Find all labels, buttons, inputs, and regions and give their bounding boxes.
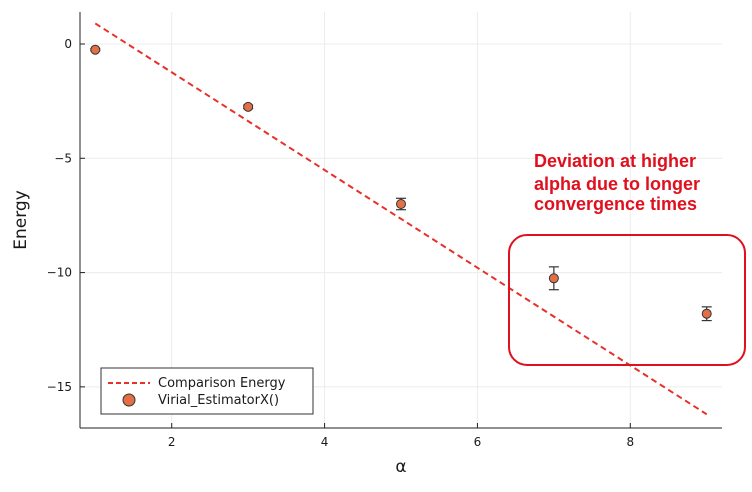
legend-box [100, 367, 314, 415]
series-comparison-energy [94, 22, 708, 416]
legend: Comparison Energy Virial_EstimatorX() [100, 367, 314, 415]
x-tick-label: 6 [474, 435, 482, 449]
grid [80, 12, 722, 428]
axes [79, 12, 722, 429]
annotation: Deviation at higher alpha due to longer … [508, 151, 746, 366]
annotation-line-3: convergence times [534, 194, 697, 214]
data-point [243, 101, 254, 112]
annotation-line-2: alpha due to longer [534, 174, 700, 194]
data-point [90, 44, 101, 55]
x-tick-label: 4 [321, 435, 329, 449]
y-tick-label: −15 [47, 380, 72, 394]
legend-label-virial-estimator: Virial_EstimatorX() [158, 393, 279, 408]
annotation-line-1: Deviation at higher [534, 151, 696, 171]
annotation-box [508, 234, 746, 366]
legend-label-comparison-energy: Comparison Energy [158, 376, 286, 391]
x-axis-title: α [395, 457, 406, 477]
y-ticks: 0 −5 −10 −15 [47, 37, 85, 394]
comparison-energy-line [94, 22, 708, 416]
x-tick-label: 8 [626, 435, 634, 449]
data-point [396, 199, 406, 209]
x-tick-label: 2 [168, 435, 176, 449]
series-virial-estimator [90, 44, 712, 322]
y-axis-title: Energy [11, 190, 31, 250]
y-tick-label: 0 [64, 37, 72, 51]
data-point [548, 273, 559, 284]
data-point [701, 308, 712, 319]
y-tick-label: −5 [54, 151, 72, 165]
x-ticks: 2 4 6 8 [168, 423, 634, 449]
y-tick-label: −10 [47, 266, 72, 280]
legend-swatch-virial-estimator [122, 393, 136, 407]
